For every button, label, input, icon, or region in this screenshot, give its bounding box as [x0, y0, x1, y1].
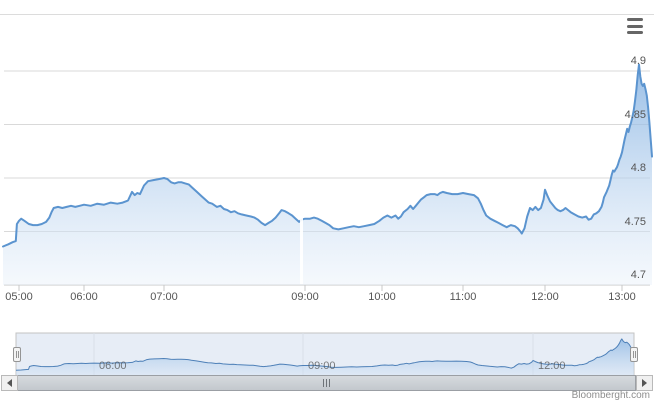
y-axis-label: 4.75: [624, 215, 646, 228]
x-axis-label: 09:00: [291, 291, 319, 303]
credit-link[interactable]: Bloomberght.com: [571, 390, 650, 401]
hamburger-bar: [627, 18, 643, 21]
scrollbar-grip: [326, 379, 327, 387]
x-axis-label: 11:00: [449, 291, 477, 303]
y-axis-label: 4.9: [630, 55, 646, 67]
navigator-left-handle[interactable]: [13, 347, 21, 362]
y-axis-label: 4.7: [630, 269, 646, 281]
x-axis-label: 07:00: [150, 291, 178, 303]
scrollbar-thumb[interactable]: [17, 375, 636, 391]
y-axis-label: 4.85: [624, 108, 646, 121]
scrollbar-right-arrow-icon[interactable]: [636, 375, 653, 391]
x-axis-label: 12:00: [531, 291, 559, 303]
scrollbar-left-arrow-icon[interactable]: [1, 375, 18, 391]
scrollbar-grip: [323, 379, 324, 387]
navigator-axis-label: 09:00: [308, 360, 336, 372]
x-axis-label: 10:00: [368, 291, 396, 303]
navigator[interactable]: [15, 332, 635, 378]
hamburger-bar: [627, 31, 643, 34]
data-gap: [300, 212, 303, 284]
y-axis-label: 4.8: [630, 162, 646, 174]
x-axis-label: 05:00: [5, 291, 33, 303]
navigator-axis-label: 06:00: [99, 360, 127, 372]
x-axis-label: 13:00: [608, 291, 636, 303]
scrollbar-grip: [329, 379, 330, 387]
navigator-axis-label: 12:00: [538, 360, 566, 372]
scrollbar[interactable]: [0, 375, 654, 391]
main-area-series: [2, 63, 653, 285]
hamburger-menu-icon[interactable]: [625, 17, 645, 35]
x-axis-label: 06:00: [70, 291, 98, 303]
hamburger-bar: [627, 24, 643, 28]
navigator-right-handle[interactable]: [630, 347, 638, 362]
x-axis: [18, 285, 623, 291]
right-triangle-icon: [642, 379, 647, 387]
left-triangle-icon: [7, 379, 12, 387]
chart-top-border: [0, 14, 654, 15]
